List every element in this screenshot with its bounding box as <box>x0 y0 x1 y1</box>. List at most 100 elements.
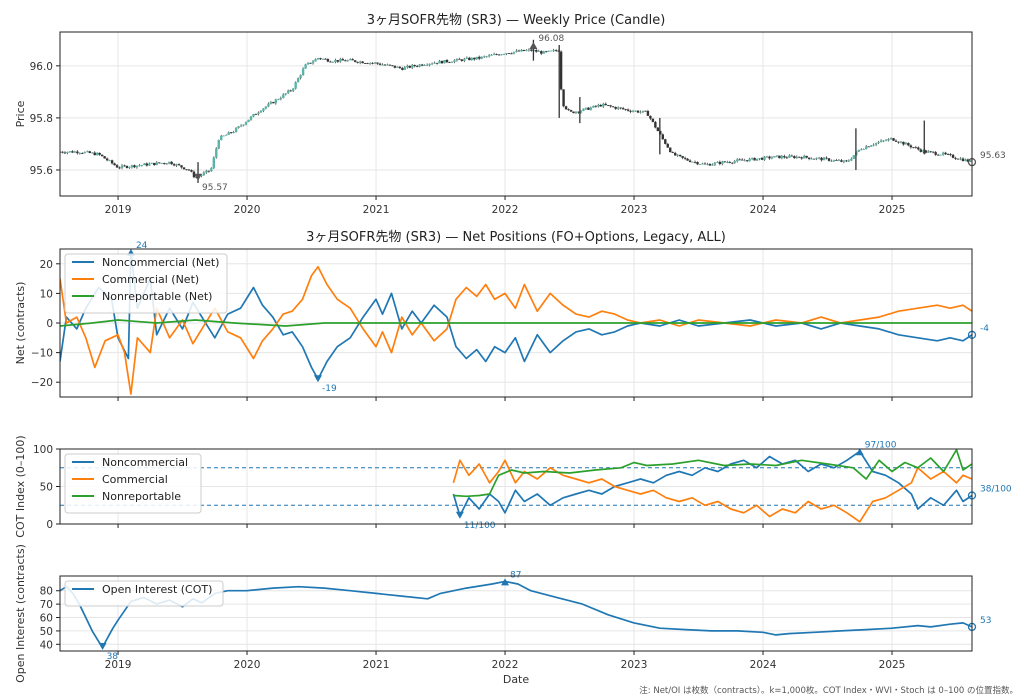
candle-body <box>358 61 362 63</box>
candle-body <box>200 175 203 177</box>
candle-body <box>619 107 622 109</box>
y-tick-label: 20 <box>40 259 53 271</box>
candle-body <box>750 157 754 159</box>
candle-body <box>344 60 347 62</box>
series-line-3 <box>453 449 972 498</box>
candle-body <box>763 156 766 160</box>
candle-body <box>805 155 808 158</box>
candle-body <box>468 57 471 61</box>
candle-body <box>463 58 466 61</box>
candle-body <box>105 158 109 161</box>
candle-body <box>490 54 493 56</box>
x-tick-label: 2023 <box>621 659 648 671</box>
candle-body <box>584 107 588 109</box>
candle-body <box>192 171 196 178</box>
candle-body <box>517 50 521 52</box>
candle-body <box>420 64 424 66</box>
x-tick-label: 2022 <box>492 659 519 671</box>
candle-body <box>852 155 856 159</box>
candle-body <box>775 155 779 157</box>
candle-body <box>259 110 263 113</box>
min-marker <box>455 511 464 519</box>
candle-body <box>656 127 660 132</box>
min-marker <box>313 375 322 383</box>
candle-body <box>180 165 183 168</box>
candle-body <box>170 161 173 165</box>
candle-body <box>713 162 717 165</box>
plot-area <box>452 449 972 523</box>
candle-body <box>917 147 920 150</box>
candle-body <box>592 105 595 108</box>
annotation-label: 95.63 <box>980 151 1006 161</box>
candle-body <box>738 159 741 161</box>
candle-body <box>411 65 414 68</box>
x-tick-label: 2023 <box>621 204 648 216</box>
candle-body <box>840 160 843 162</box>
candle-body <box>225 134 228 136</box>
candle-body <box>607 105 610 106</box>
candle-body <box>294 82 297 89</box>
candle-body <box>406 65 409 68</box>
candle-body <box>319 58 322 60</box>
annotation-label: -4 <box>980 324 989 334</box>
footnote: 注: Net/OI は枚数（contracts）。k=1,000枚。COT In… <box>639 685 1018 696</box>
panel-3: 11/100 97/100 38/100 0 50 100 COT Index (0–100… <box>14 435 1012 537</box>
candle-body <box>326 59 330 62</box>
y-tick-label: 95.8 <box>30 113 53 125</box>
candle-body <box>475 56 478 60</box>
y-axis-label: Price <box>14 100 27 127</box>
candle-body <box>229 132 233 134</box>
candle-body <box>698 164 702 166</box>
candle-body <box>959 158 962 160</box>
y-tick-label: 0 <box>46 519 53 531</box>
candle-body <box>869 145 873 147</box>
x-tick-label: 2025 <box>879 659 906 671</box>
max-marker <box>529 42 538 50</box>
candle-body <box>822 157 826 161</box>
candle-body <box>361 61 364 64</box>
candle-body <box>773 156 776 158</box>
candle-body <box>936 154 940 156</box>
candle-body <box>247 119 250 123</box>
candle-body <box>599 105 602 107</box>
candle-body <box>678 154 682 157</box>
candle-body <box>220 135 223 141</box>
candle-body <box>91 152 94 154</box>
candle-body <box>882 140 885 142</box>
candle-body <box>966 159 970 162</box>
candle-body <box>850 158 853 161</box>
candle-body <box>664 139 667 144</box>
candle-body <box>162 162 166 164</box>
candle-body <box>210 168 213 172</box>
legend-entry: Noncommercial (Net) <box>102 256 219 269</box>
annotation-label: 95.57 <box>202 183 228 193</box>
candle-body <box>512 51 516 54</box>
candle-body <box>530 49 533 51</box>
candle-body <box>564 106 568 110</box>
candle-body <box>61 151 64 153</box>
min-marker <box>98 642 107 650</box>
candle-body <box>611 106 615 108</box>
candle-body <box>363 63 367 64</box>
candle-body <box>641 110 645 112</box>
candle-body <box>549 50 553 52</box>
candle-body <box>683 157 687 159</box>
candle-body <box>706 164 709 165</box>
candle-body <box>356 61 359 63</box>
candle-body <box>559 51 563 90</box>
max-marker <box>855 448 864 456</box>
candle-body <box>879 140 883 143</box>
legend: Open Interest (COT) <box>64 580 224 607</box>
candle-body <box>368 62 372 64</box>
candle-body <box>674 152 677 156</box>
candle-body <box>455 58 459 61</box>
candle-body <box>827 158 831 161</box>
candle-body <box>594 105 598 107</box>
annotation-max: 96.08 <box>529 34 564 50</box>
candle-body <box>450 62 454 63</box>
candle-body <box>753 157 756 161</box>
candle-body <box>401 68 404 70</box>
candle-body <box>616 107 620 109</box>
candle-body <box>227 132 230 135</box>
candle-body <box>867 146 870 148</box>
